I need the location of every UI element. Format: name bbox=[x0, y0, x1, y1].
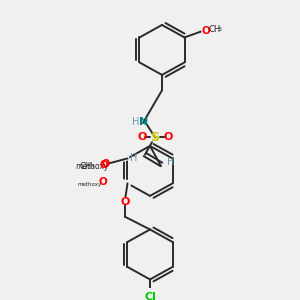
Text: O: O bbox=[121, 196, 130, 207]
Text: Cl: Cl bbox=[144, 292, 156, 300]
Text: O: O bbox=[101, 159, 110, 169]
Text: H: H bbox=[132, 117, 140, 127]
Text: H: H bbox=[130, 153, 138, 164]
Text: O: O bbox=[137, 132, 147, 142]
Text: O: O bbox=[202, 26, 210, 36]
Text: methoxy: methoxy bbox=[77, 182, 102, 187]
Text: N: N bbox=[140, 117, 148, 127]
Text: CH: CH bbox=[208, 25, 221, 34]
Text: H: H bbox=[167, 157, 175, 167]
Text: CH₃: CH₃ bbox=[80, 162, 95, 171]
Text: O: O bbox=[99, 160, 108, 170]
Text: 3: 3 bbox=[218, 27, 221, 32]
Text: O: O bbox=[98, 177, 107, 188]
Text: O: O bbox=[163, 132, 173, 142]
Text: S: S bbox=[151, 131, 160, 144]
Text: methoxy: methoxy bbox=[75, 162, 108, 171]
